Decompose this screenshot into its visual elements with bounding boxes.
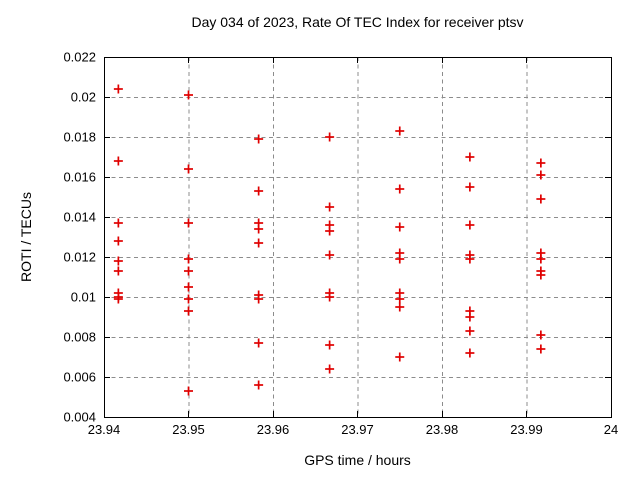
data-point <box>184 90 193 100</box>
y-tick-label: 0.014 <box>63 210 96 225</box>
data-point <box>325 340 335 350</box>
data-point <box>184 218 193 228</box>
data-point <box>254 224 264 234</box>
data-point <box>465 312 475 322</box>
data-point <box>184 282 193 292</box>
y-tick-label: 0.022 <box>63 50 96 65</box>
data-point <box>325 364 335 374</box>
y-tick-label: 0.012 <box>63 250 96 265</box>
y-tick-label: 0.008 <box>63 330 96 345</box>
data-point <box>254 380 264 390</box>
data-point <box>536 194 546 204</box>
data-point <box>465 326 475 336</box>
data-point <box>325 132 335 142</box>
data-point <box>395 222 405 232</box>
x-tick-label: 23.96 <box>257 422 290 437</box>
data-point <box>395 302 405 312</box>
data-point <box>395 126 405 136</box>
data-point <box>254 238 264 248</box>
data-point <box>395 254 405 264</box>
y-axis-label: ROTI / TECUs <box>18 192 34 282</box>
data-point <box>395 294 405 304</box>
x-tick-label: 24 <box>604 422 618 437</box>
data-point <box>184 164 193 174</box>
data-point <box>113 236 123 246</box>
x-tick-label: 23.99 <box>510 422 543 437</box>
data-point <box>113 156 123 166</box>
data-point <box>184 294 193 304</box>
data-point <box>184 386 193 396</box>
y-tick-label: 0.01 <box>71 290 96 305</box>
data-point <box>113 266 123 276</box>
x-tick-label: 23.97 <box>341 422 374 437</box>
y-tick-label: 0.02 <box>71 90 96 105</box>
data-point <box>113 218 123 228</box>
data-point <box>536 158 546 168</box>
data-point <box>113 84 123 94</box>
data-point <box>325 202 335 212</box>
data-point <box>184 266 193 276</box>
data-point <box>465 254 475 264</box>
data-point <box>325 292 335 302</box>
y-tick-label: 0.006 <box>63 370 96 385</box>
data-point <box>395 352 405 362</box>
y-tick-label: 0.018 <box>63 130 96 145</box>
data-point <box>465 152 475 162</box>
x-axis-label: GPS time / hours <box>304 452 411 468</box>
data-point <box>254 186 264 196</box>
data-point <box>536 344 546 354</box>
data-point <box>325 226 335 236</box>
data-point <box>184 254 193 264</box>
data-point <box>536 330 546 340</box>
y-tick-label: 0.016 <box>63 170 96 185</box>
data-point <box>395 184 405 194</box>
x-tick-label: 23.94 <box>88 422 121 437</box>
data-point <box>113 256 123 266</box>
data-point <box>465 220 475 230</box>
x-tick-label: 23.95 <box>172 422 205 437</box>
data-point <box>325 250 335 260</box>
data-point <box>184 306 193 316</box>
data-point <box>254 134 264 144</box>
data-point <box>536 170 546 180</box>
data-point <box>113 294 123 304</box>
data-point <box>536 254 546 264</box>
data-point <box>465 348 475 358</box>
y-tick-label: 0.004 <box>63 410 96 425</box>
x-tick-label: 23.98 <box>426 422 459 437</box>
data-point <box>536 270 546 280</box>
data-point <box>254 294 264 304</box>
chart-title: Day 034 of 2023, Rate Of TEC Index for r… <box>191 14 524 30</box>
data-point <box>254 338 264 348</box>
data-point <box>465 182 475 192</box>
